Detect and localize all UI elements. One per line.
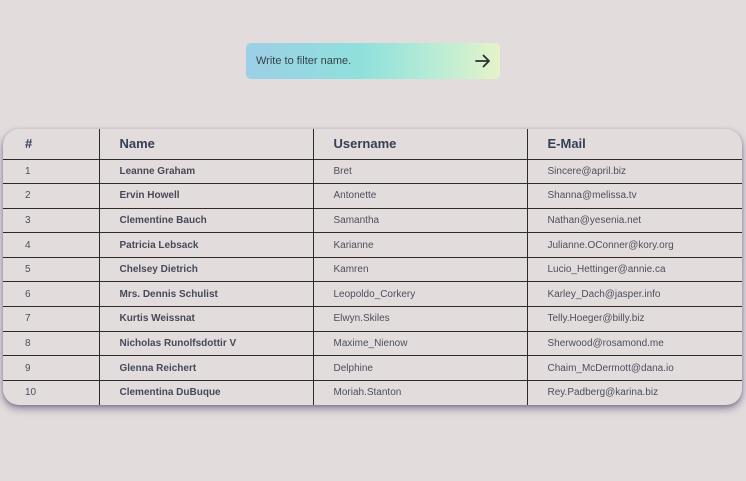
table-row[interactable]: 3 Clementine Bauch Samantha Nathan@yesenia.…: [3, 208, 742, 234]
cell-name: Chelsey Dietrich: [98, 257, 313, 283]
table-header-row: # Name Username E-Mail: [3, 129, 742, 160]
cell-id: 4: [3, 232, 99, 258]
cell-username: Samantha: [312, 208, 527, 234]
cell-name: Patricia Lebsack: [98, 232, 313, 258]
cell-id: 2: [3, 183, 99, 209]
cell-username: Bret: [312, 159, 527, 185]
column-header-id[interactable]: #: [3, 129, 99, 160]
cell-name: Kurtis Weissnat: [98, 306, 313, 332]
table-row[interactable]: 10 Clementina DuBuque Moriah.Stanton Rey.Pa…: [3, 380, 742, 405]
users-table-card: # Name Username E-Mail 1 Leanne Graham Bre…: [3, 129, 742, 405]
column-header-email[interactable]: E-Mail: [526, 129, 742, 160]
name-filter-input[interactable]: [246, 43, 466, 79]
table-row[interactable]: 5 Chelsey Dietrich Kamren Lucio_Hettinger@a…: [3, 257, 742, 283]
table-row[interactable]: 1 Leanne Graham Bret Sincere@april.biz: [3, 159, 742, 185]
cell-id: 3: [3, 208, 99, 234]
cell-username: Elwyn.Skiles: [312, 306, 527, 332]
table-row[interactable]: 9 Glenna Reichert Delphine Chaim_McDermott@…: [3, 355, 742, 381]
cell-name: Clementine Bauch: [98, 208, 313, 234]
table-row[interactable]: 6 Mrs. Dennis Schulist Leopoldo_Corkery Kar…: [3, 281, 742, 308]
users-table: # Name Username E-Mail 1 Leanne Graham Bre…: [3, 129, 742, 405]
cell-id: 6: [3, 281, 99, 308]
cell-email: Lucio_Hettinger@annie.ca: [526, 257, 742, 283]
cell-username: Karianne: [312, 232, 527, 258]
cell-email: Sincere@april.biz: [526, 159, 742, 185]
cell-email: Sherwood@rosamond.me: [526, 331, 742, 357]
cell-id: 9: [3, 355, 99, 381]
cell-name: Leanne Graham: [98, 159, 313, 185]
cell-id: 1: [3, 159, 99, 185]
cell-username: Moriah.Stanton: [312, 380, 527, 405]
column-header-username[interactable]: Username: [312, 129, 527, 160]
cell-name: Mrs. Dennis Schulist: [98, 281, 313, 308]
arrow-right-icon: [475, 54, 490, 68]
table-row[interactable]: 7 Kurtis Weissnat Elwyn.Skiles Telly.Hoeger…: [3, 306, 742, 332]
cell-id: 8: [3, 331, 99, 357]
cell-id: 10: [25, 387, 37, 399]
table-body: 1 Leanne Graham Bret Sincere@april.biz 2 Ervi…: [3, 159, 742, 405]
cell-id: 5: [3, 257, 99, 283]
cell-email: Rey.Padberg@karina.biz: [526, 380, 742, 405]
filter-bar: [246, 43, 500, 79]
cell-email: Karley_Dach@jasper.info: [526, 281, 742, 308]
submit-filter-button[interactable]: [466, 43, 500, 79]
cell-email: Julianne.OConner@kory.org: [526, 232, 742, 258]
cell-name: Nicholas Runolfsdottir V: [98, 331, 313, 357]
cell-username: Delphine: [312, 355, 527, 381]
cell-email: Shanna@melissa.tv: [526, 183, 742, 209]
table-row[interactable]: 4 Patricia Lebsack Karianne Julianne.OConne…: [3, 232, 742, 258]
cell-username: Maxime_Nienow: [312, 331, 527, 357]
cell-email: Chaim_McDermott@dana.io: [526, 355, 742, 381]
cell-username: Kamren: [312, 257, 527, 283]
cell-email: Telly.Hoeger@billy.biz: [526, 306, 742, 332]
cell-name: Ervin Howell: [98, 183, 313, 209]
table-row[interactable]: 2 Ervin Howell Antonette Shanna@melissa.tv: [3, 183, 742, 209]
cell-name: Glenna Reichert: [98, 355, 313, 381]
column-header-name[interactable]: Name: [98, 129, 313, 160]
cell-name: Clementina DuBuque: [98, 380, 313, 405]
table-row[interactable]: 8 Nicholas Runolfsdottir V Maxime_Nienow Sh…: [3, 331, 742, 357]
cell-username: Antonette: [312, 183, 527, 209]
cell-email: Nathan@yesenia.net: [526, 208, 742, 234]
cell-id: 7: [3, 306, 99, 332]
cell-username: Leopoldo_Corkery: [312, 281, 527, 308]
